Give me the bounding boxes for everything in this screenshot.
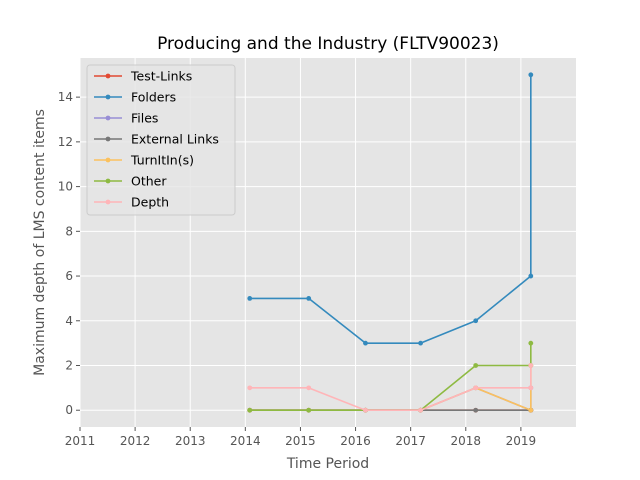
legend-label-folders: Folders (131, 90, 176, 105)
y-tick-label-2: 2 (65, 359, 73, 373)
legend-marker-folders (105, 94, 111, 100)
y-axis-ticks: 0 2 4 6 8 10 12 14 (58, 90, 80, 417)
y-tick-label-14: 14 (58, 90, 73, 104)
x-axis-label: Time Period (286, 456, 369, 472)
x-tick-label-2015: 2015 (285, 434, 316, 448)
legend-box (86, 64, 236, 216)
legend-label-other: Other (131, 174, 167, 189)
data-point-depth-3 (418, 407, 423, 413)
data-point-folders-4 (473, 318, 479, 324)
chart-title: Producing and the Industry (FLTV90023) (157, 34, 499, 54)
legend-label-test-links: Test-Links (130, 69, 192, 84)
data-point-depth-2 (363, 407, 368, 413)
legend-item-turnitin-s: TurnItIn(s) (94, 153, 194, 168)
legend-item-test-links: Test-Links (94, 69, 192, 84)
data-point-depth-1 (306, 385, 312, 391)
x-tick-label-2019: 2019 (506, 434, 537, 448)
grid-lines (79, 58, 576, 427)
legend-label-depth: Depth (131, 195, 169, 210)
legend-label-external-links: External Links (131, 132, 219, 147)
legend-marker-other (105, 178, 111, 184)
x-tick-label-2018: 2018 (451, 434, 482, 448)
data-point-other-4 (473, 363, 479, 368)
legend-marker-test-links (105, 73, 111, 79)
legend-marker-files (105, 115, 111, 121)
data-point-folders-5 (528, 273, 534, 279)
x-tick-label-2012: 2012 (120, 434, 151, 448)
series-layer (247, 72, 534, 413)
legend-item-other: Other (94, 174, 167, 189)
x-tick-label-2011: 2011 (65, 434, 96, 448)
y-tick-label-12: 12 (58, 135, 73, 149)
data-point-external-links-4 (473, 407, 479, 413)
legend-marker-external-links (105, 136, 111, 142)
data-point-depth-0 (247, 385, 253, 391)
x-tick-label-2013: 2013 (175, 434, 206, 448)
y-tick-label-10: 10 (58, 180, 73, 194)
legend-item-folders: Folders (94, 90, 176, 105)
legend-item-external-links: External Links (94, 132, 219, 147)
x-tick-label-2014: 2014 (230, 434, 261, 448)
data-point-depth-4 (473, 385, 479, 391)
legend-item-files: Files (94, 111, 158, 126)
data-point-depth-6 (528, 363, 534, 368)
data-point-other-1 (306, 407, 312, 413)
x-tick-label-2017: 2017 (395, 434, 426, 448)
y-tick-label-8: 8 (65, 224, 73, 238)
data-point-depth-5 (528, 385, 534, 391)
legend: Test-Links Folders Files External Links Turn… (86, 64, 236, 216)
data-point-folders-2 (363, 340, 368, 346)
y-tick-label-0: 0 (65, 403, 73, 417)
y-tick-label-6: 6 (65, 269, 73, 283)
data-point-turnitin-s-5 (528, 407, 534, 413)
x-axis-ticks: 2011 2012 2013 2014 2015 2016 2017 2018 2019 (65, 427, 536, 448)
y-tick-label-4: 4 (65, 314, 73, 328)
legend-marker-turnitin-s (105, 157, 111, 163)
data-point-folders-0 (247, 296, 253, 301)
legend-label-files: Files (131, 111, 158, 126)
data-point-folders-1 (306, 296, 312, 301)
legend-marker-depth (105, 199, 111, 205)
data-point-folders-6 (528, 72, 534, 78)
data-point-other-6 (528, 340, 534, 346)
series-depth (247, 363, 534, 413)
legend-item-depth: Depth (94, 195, 169, 210)
legend-label-turnitin-s: TurnItIn(s) (130, 153, 194, 168)
data-point-folders-3 (418, 340, 423, 346)
y-axis-label: Maximum depth of LMS content items (32, 109, 48, 376)
data-point-other-0 (247, 407, 253, 413)
series-folders (247, 72, 534, 346)
x-tick-label-2016: 2016 (340, 434, 371, 448)
